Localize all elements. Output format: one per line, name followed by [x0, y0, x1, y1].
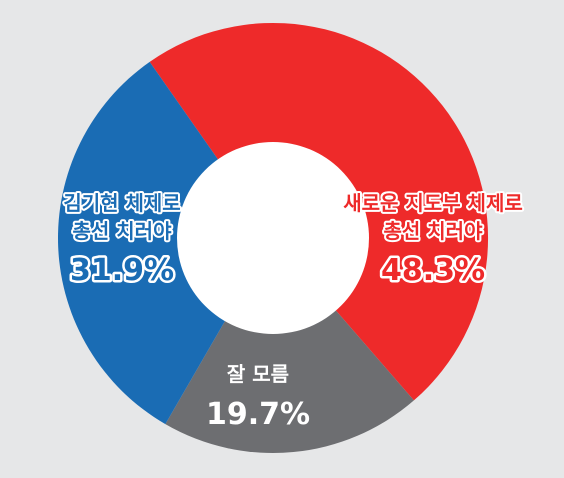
slice-value-dont-know: 19.7% — [206, 397, 310, 432]
slice-label-kim-gihyeon-line1: 김기현 체제로 — [63, 191, 180, 215]
slice-value-kim-gihyeon: 31.9% — [70, 253, 174, 288]
slice-label-new-leadership-line1: 새로운 지도부 체제로 — [343, 191, 523, 215]
donut-hole — [177, 142, 369, 334]
label-group-dont-know: 잘 모름 19.7% — [206, 362, 310, 432]
label-group-new-leadership: 새로운 지도부 체제로 총선 치러야 48.3% — [341, 189, 525, 291]
slice-label-kim-gihyeon-line2: 총선 치러야 — [73, 219, 173, 243]
label-group-kim-gihyeon: 김기현 체제로 총선 치러야 31.9% — [61, 189, 182, 291]
slice-dont-know — [165, 238, 414, 454]
slice-label-new-leadership-line2: 총선 치러야 — [384, 219, 484, 243]
slice-value-new-leadership: 48.3% — [381, 253, 485, 288]
slice-kim-gihyeon — [57, 61, 274, 425]
slice-label-dont-know: 잘 모름 — [227, 362, 289, 386]
